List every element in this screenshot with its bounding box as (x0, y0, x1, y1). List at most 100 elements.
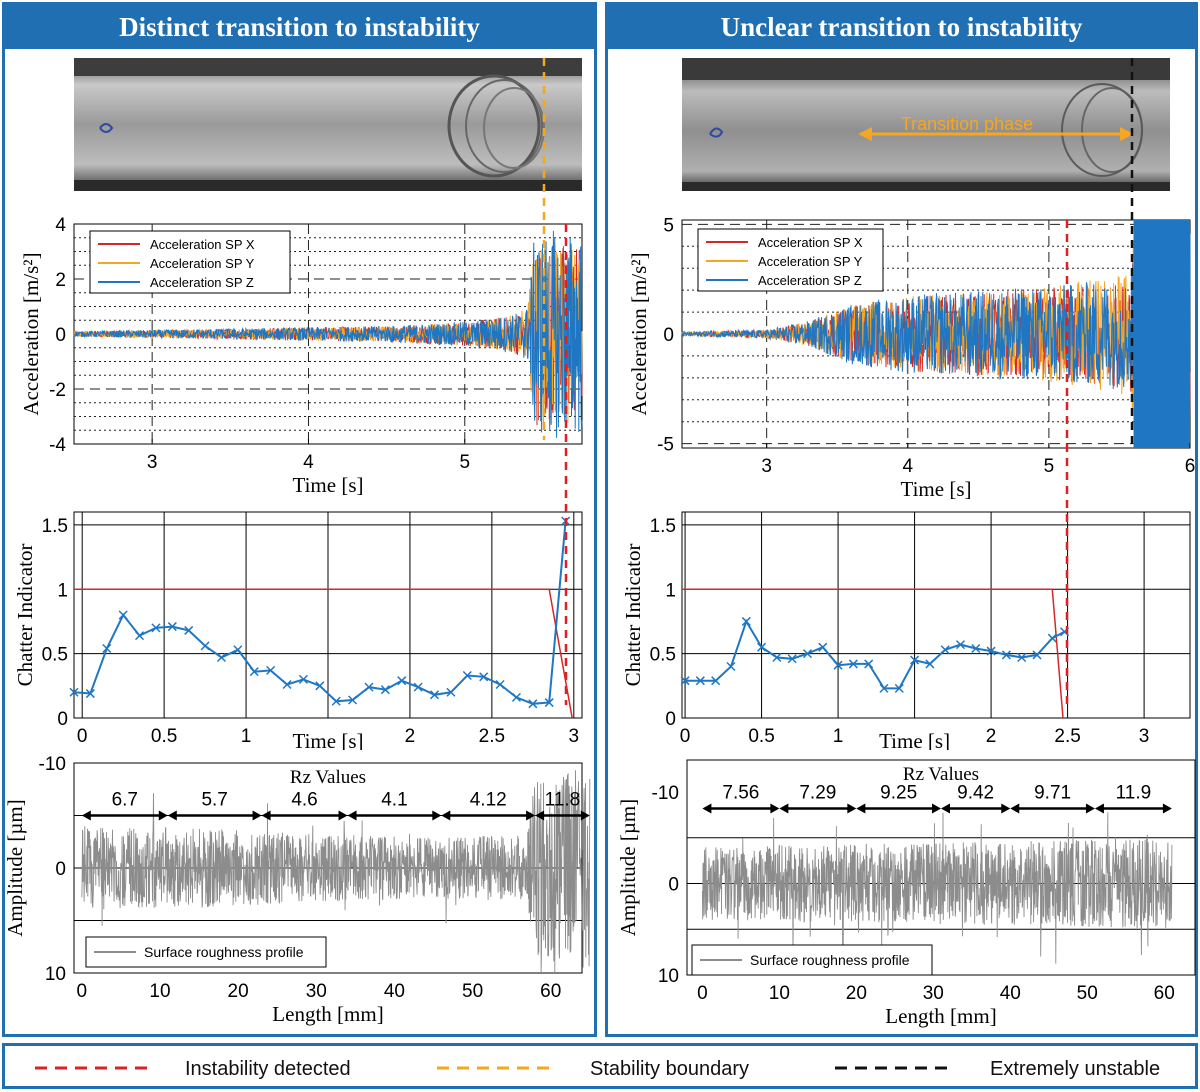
chatter-point-marker (479, 672, 489, 682)
chatter-point-marker (757, 642, 767, 652)
rz-arrow-head-left (81, 810, 91, 821)
chatter-x-tick-label: 1 (833, 726, 844, 747)
bottom-legend-graphic: Instability detected Stability boundary … (35, 1058, 1160, 1080)
chatter-point-marker (429, 690, 440, 700)
accel-legend-label: Acceleration SP Y (758, 254, 863, 269)
chatter-y-axis-label: Chatter Indicator (621, 544, 645, 687)
chatter-point-marker (102, 643, 112, 654)
rz-arrow-head-right (158, 810, 168, 821)
chatter-point-marker (233, 645, 243, 655)
chatter-x-tick-label: 0 (680, 726, 691, 747)
rough-x-tick-label: 50 (1077, 983, 1098, 1004)
rz-arrow-head-left (1010, 803, 1020, 814)
arrow-head-left (858, 127, 872, 141)
right-roughness-chart: Rz Values 7.56 7.29 9.25 9.42 9.71 11.9 0 10 20 30… (616, 759, 1196, 1028)
rough-y-tick-label: 0 (668, 875, 679, 896)
transition-phase-label: Transition phase (901, 114, 1033, 134)
rz-value-label: 4.1 (381, 790, 407, 811)
chatter-point-marker (940, 645, 950, 655)
chatter-point-marker (380, 685, 390, 695)
accel-series-y (73, 242, 583, 425)
rough-x-tick-label: 20 (846, 983, 867, 1004)
rough-legend-label: Surface roughness profile (144, 944, 304, 960)
accel-y-tick-label: 0 (55, 325, 66, 346)
rough-rz-title: Rz Values (903, 764, 979, 785)
chatter-x-tick-label: 0 (77, 726, 88, 747)
left-chatter-chart: 0 0.5 1 2 2.5 3 1.5 1 0.5 0 Time [s] Chatter Indica… (13, 511, 583, 750)
arrow-head-right (1120, 127, 1134, 141)
accel-y-tick-label: 4 (55, 215, 66, 236)
accel-x-tick-label: 4 (303, 452, 314, 473)
chatter-point-marker (167, 622, 177, 632)
rz-arrow-head-right (526, 810, 536, 821)
chatter-x-tick-label: 0.5 (748, 726, 774, 747)
chatter-point-marker (986, 646, 996, 656)
chatter-x-tick-label: 0.5 (151, 726, 177, 747)
rz-value-label: 7.56 (722, 782, 759, 803)
chatter-point-marker (925, 659, 935, 669)
left-panel-title: Distinct transition to instability (5, 5, 594, 49)
accel-legend-label: Acceleration SP Y (150, 256, 255, 271)
rough-x-tick-label: 0 (697, 983, 708, 1004)
chatter-point-marker (397, 676, 407, 686)
chatter-point-marker (802, 649, 813, 659)
rz-value-label: 11.9 (1116, 782, 1152, 803)
rough-legend: Surface roughness profile (85, 936, 327, 968)
rz-arrow-head-right (580, 810, 590, 821)
chatter-point-marker (118, 610, 128, 620)
rz-value-label: 9.42 (957, 782, 994, 803)
chatter-plot-frame (681, 511, 1191, 719)
rz-value-label: 11.8 (545, 790, 581, 811)
rz-value-label: 9.71 (1034, 782, 1071, 803)
chatter-x-tick-label: 2 (405, 726, 416, 747)
accel-legend: Acceleration SP X Acceleration SP Y Accele… (697, 228, 884, 292)
rough-y-tick-label: 10 (45, 964, 66, 985)
chatter-point-marker (315, 681, 325, 691)
left-workpiece-image (74, 58, 582, 191)
chatter-x-axis-label: Time [s] (293, 729, 364, 750)
accel-y-tick-label: 5 (663, 215, 674, 236)
chatter-series-line (685, 619, 1065, 690)
chatter-point-marker (69, 687, 79, 697)
left-acceleration-chart: 3 4 5 4 2 0 -2 -4 Time [s] Acceleration [m/s²] Acc… (19, 215, 583, 497)
accel-x-tick-label: 4 (902, 456, 913, 477)
rough-x-axis-label: Length [mm] (885, 1004, 996, 1028)
chatter-y-tick-label: 1 (57, 580, 68, 601)
rz-arrow-head-right (1162, 803, 1172, 814)
rough-x-tick-label: 30 (306, 981, 327, 1002)
rz-arrow-head-left (167, 810, 177, 821)
rz-arrow-head-right (847, 803, 857, 814)
accel-y-axis-label: Acceleration [m/s²] (627, 252, 651, 415)
chatter-point-marker (833, 660, 843, 670)
chatter-point-marker (726, 661, 736, 672)
accel-x-tick-label: 3 (761, 456, 772, 477)
rz-arrow-head-left (261, 810, 271, 821)
chatter-y-tick-label: 0.5 (650, 645, 676, 666)
rz-value-label: 6.7 (112, 790, 138, 811)
rough-y-tick-label: -10 (39, 754, 66, 775)
chatter-point-marker (200, 641, 210, 651)
accel-y-tick-label: 2 (55, 270, 66, 291)
rz-arrow-head-right (770, 803, 780, 814)
rz-arrow-head-left (779, 803, 789, 814)
rough-x-axis-label: Length [mm] (272, 1002, 383, 1026)
accel-x-axis-label: Time [s] (293, 473, 364, 497)
rz-arrow-head-right (252, 810, 262, 821)
chatter-x-tick-label: 2 (986, 726, 997, 747)
accel-y-axis-label: Acceleration [m/s²] (19, 252, 43, 415)
chatter-point-marker (695, 676, 705, 686)
chatter-point-marker (511, 692, 521, 702)
chatter-point-marker (864, 659, 874, 669)
rz-arrow-head-right (338, 810, 348, 821)
transition-phase-annotation: Transition phase (858, 114, 1134, 141)
rough-y-axis-label: Amplitude [µm] (3, 799, 27, 937)
chatter-point-marker (879, 683, 889, 693)
rough-y-axis-label: Amplitude [µm] (616, 799, 640, 937)
rz-value-label: 5.7 (201, 790, 227, 811)
rough-x-tick-label: 60 (1154, 983, 1175, 1004)
accel-y-tick-label: -5 (657, 435, 674, 456)
rz-arrow-head-right (932, 803, 941, 814)
chatter-point-marker (680, 676, 690, 686)
rough-x-tick-label: 10 (149, 981, 170, 1002)
rz-value-label: 7.29 (799, 782, 836, 803)
